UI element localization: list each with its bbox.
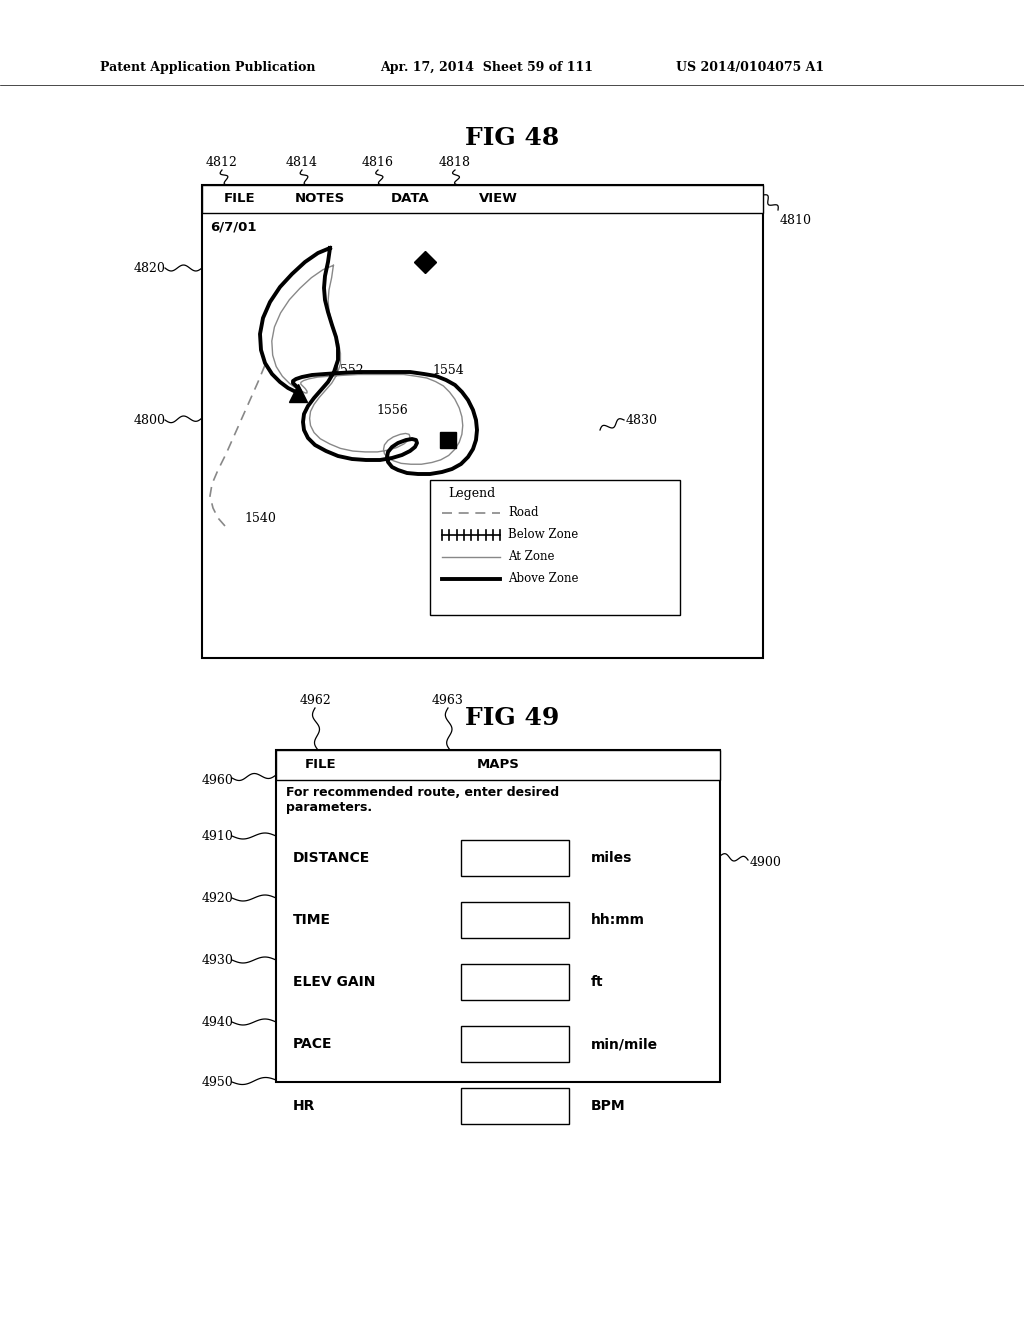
- Text: FILE: FILE: [224, 193, 256, 206]
- Bar: [202, 185, 763, 213]
- Bar: [276, 750, 720, 1082]
- Text: 4940: 4940: [202, 1015, 233, 1028]
- Text: 1552: 1552: [332, 363, 364, 376]
- Text: 4950: 4950: [202, 1076, 233, 1089]
- Text: 4800: 4800: [134, 413, 166, 426]
- Text: DISTANCE: DISTANCE: [293, 851, 371, 865]
- Bar: [202, 185, 763, 657]
- Text: 4820: 4820: [134, 261, 166, 275]
- Text: Apr. 17, 2014  Sheet 59 of 111: Apr. 17, 2014 Sheet 59 of 111: [380, 62, 593, 74]
- Text: hh:mm: hh:mm: [591, 913, 645, 927]
- Text: 4810: 4810: [780, 214, 812, 227]
- Bar: [461, 840, 569, 876]
- Text: ft: ft: [591, 975, 603, 989]
- Bar: [461, 1088, 569, 1125]
- Text: 4930: 4930: [202, 953, 233, 966]
- Text: Above Zone: Above Zone: [508, 573, 579, 586]
- Text: 1554: 1554: [432, 363, 464, 376]
- Text: Below Zone: Below Zone: [508, 528, 579, 541]
- Text: FIG 48: FIG 48: [465, 125, 559, 150]
- Text: Road: Road: [508, 507, 539, 520]
- Text: VIEW: VIEW: [478, 193, 517, 206]
- Text: 4960: 4960: [202, 774, 233, 787]
- Text: 4830: 4830: [626, 413, 658, 426]
- Text: 4816: 4816: [362, 156, 394, 169]
- Text: min/mile: min/mile: [591, 1038, 658, 1051]
- Text: DATA: DATA: [390, 193, 429, 206]
- Text: 4860: 4860: [626, 548, 658, 561]
- Text: NOTES: NOTES: [295, 193, 345, 206]
- Text: 4910: 4910: [202, 829, 233, 842]
- Bar: [461, 902, 569, 939]
- Text: 1556: 1556: [376, 404, 408, 417]
- Text: PACE: PACE: [293, 1038, 333, 1051]
- Text: 4818: 4818: [439, 156, 471, 169]
- Text: FILE: FILE: [305, 759, 337, 771]
- Text: 4920: 4920: [202, 891, 233, 904]
- Text: TIME: TIME: [293, 913, 331, 927]
- Text: 6/7/01: 6/7/01: [210, 220, 256, 234]
- Text: miles: miles: [591, 851, 633, 865]
- Bar: [430, 480, 680, 615]
- Text: 4814: 4814: [286, 156, 318, 169]
- Text: 4900: 4900: [750, 855, 782, 869]
- Text: ELEV GAIN: ELEV GAIN: [293, 975, 376, 989]
- Text: 1540: 1540: [244, 511, 275, 524]
- Bar: [276, 750, 720, 780]
- Text: HR: HR: [293, 1100, 315, 1113]
- Bar: [461, 964, 569, 1001]
- Text: parameters.: parameters.: [286, 801, 372, 814]
- Text: Patent Application Publication: Patent Application Publication: [100, 62, 315, 74]
- Text: BPM: BPM: [591, 1100, 626, 1113]
- Bar: [461, 1026, 569, 1063]
- Text: For recommended route, enter desired: For recommended route, enter desired: [286, 785, 559, 799]
- Text: 4812: 4812: [206, 156, 238, 169]
- Text: At Zone: At Zone: [508, 550, 555, 564]
- Text: Legend: Legend: [449, 487, 496, 500]
- Text: FIG 49: FIG 49: [465, 706, 559, 730]
- Text: 4962: 4962: [299, 693, 331, 706]
- Text: 4963: 4963: [432, 693, 464, 706]
- Text: US 2014/0104075 A1: US 2014/0104075 A1: [676, 62, 824, 74]
- Text: MAPS: MAPS: [476, 759, 519, 771]
